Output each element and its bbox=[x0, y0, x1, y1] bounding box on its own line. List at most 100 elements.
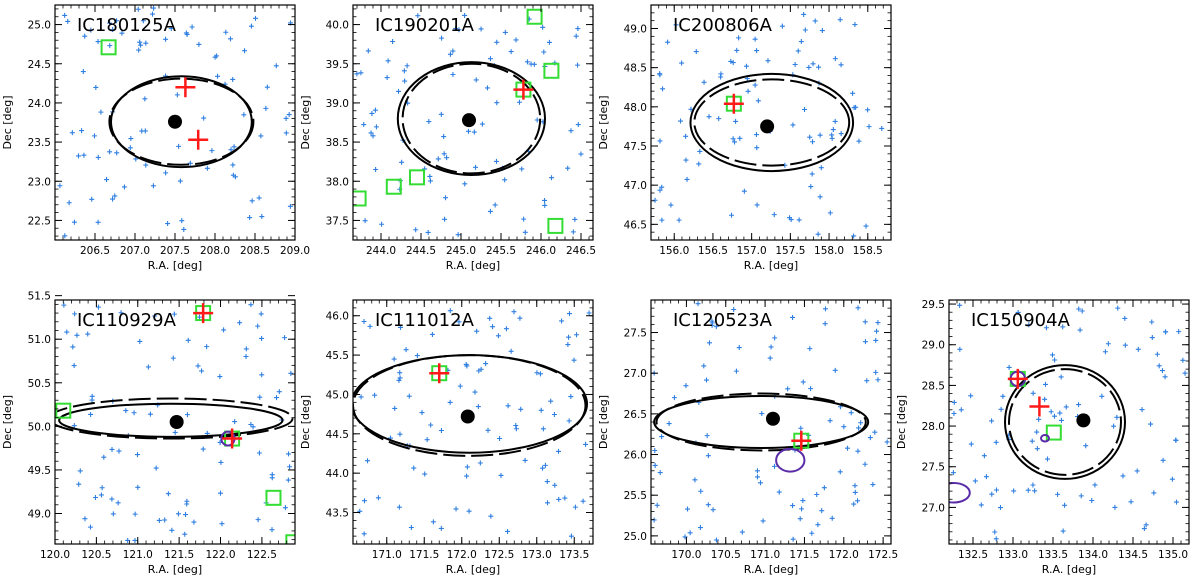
background-source bbox=[1077, 327, 1083, 333]
background-source bbox=[565, 165, 571, 171]
green-square-marker bbox=[55, 402, 72, 419]
y-tick-label: 25.0 bbox=[28, 20, 51, 32]
background-source bbox=[402, 78, 408, 84]
background-source bbox=[200, 446, 206, 452]
error-ellipse-solid bbox=[353, 354, 588, 454]
panel-title: IC200806A bbox=[673, 15, 773, 36]
background-source bbox=[1180, 357, 1186, 363]
background-source bbox=[832, 367, 838, 373]
background-source bbox=[282, 335, 288, 341]
background-source bbox=[72, 311, 78, 317]
background-source bbox=[822, 321, 828, 327]
background-source bbox=[853, 104, 859, 110]
background-source bbox=[142, 96, 148, 102]
background-source bbox=[66, 200, 72, 206]
background-source bbox=[873, 369, 879, 375]
y-axis-label: Dec [deg] bbox=[895, 395, 908, 449]
y-tick-label: 51.5 bbox=[28, 291, 51, 303]
background-source bbox=[497, 436, 503, 442]
background-source bbox=[219, 521, 225, 527]
green-square-marker bbox=[526, 8, 543, 25]
error-ellipse-solid bbox=[1004, 364, 1126, 480]
background-source bbox=[799, 506, 805, 512]
background-source bbox=[430, 519, 436, 525]
background-source bbox=[1042, 396, 1048, 402]
background-source bbox=[201, 115, 207, 121]
background-source bbox=[731, 307, 737, 313]
background-source bbox=[116, 448, 122, 454]
background-source bbox=[118, 310, 124, 316]
background-source bbox=[70, 344, 76, 350]
background-source bbox=[815, 231, 821, 237]
background-source bbox=[812, 18, 818, 24]
x-axis-label: R.A. [deg] bbox=[148, 259, 202, 272]
background-source bbox=[718, 71, 724, 77]
background-source bbox=[110, 27, 116, 33]
background-source bbox=[128, 136, 134, 142]
best-fit-position bbox=[760, 119, 775, 134]
background-source bbox=[438, 525, 444, 531]
purple-ellipse-marker bbox=[775, 447, 806, 473]
red-cross-marker bbox=[791, 430, 812, 451]
x-tick-label: 171.5 bbox=[409, 549, 439, 561]
background-source bbox=[473, 77, 479, 83]
background-source bbox=[473, 164, 479, 170]
green-square-marker bbox=[1045, 424, 1062, 441]
background-source bbox=[765, 58, 771, 64]
background-source bbox=[140, 18, 146, 24]
y-axis-label: Dec [deg] bbox=[597, 395, 610, 449]
background-source bbox=[135, 6, 141, 12]
error-ellipse-dashed bbox=[1008, 368, 1122, 476]
panel-IC110929A: IC110929A 120.0 120.5 121.0 121.5 122.0 122.5 4… bbox=[1, 291, 296, 576]
background-source bbox=[283, 115, 289, 121]
background-source bbox=[69, 130, 75, 136]
background-source bbox=[176, 143, 182, 149]
background-source bbox=[361, 122, 367, 128]
background-source bbox=[286, 451, 292, 457]
background-source bbox=[1176, 329, 1182, 335]
y-tick-label: 27.0 bbox=[922, 502, 945, 514]
background-source bbox=[398, 324, 404, 330]
background-source bbox=[540, 465, 546, 471]
background-source bbox=[809, 530, 815, 536]
background-source bbox=[478, 26, 484, 32]
background-source bbox=[709, 318, 715, 324]
background-source bbox=[189, 24, 195, 30]
background-source bbox=[866, 124, 872, 130]
background-source bbox=[1044, 456, 1050, 462]
error-ellipse-solid bbox=[653, 394, 870, 450]
background-source bbox=[832, 56, 838, 62]
purple-ellipse-marker bbox=[949, 482, 971, 504]
red-cross-marker bbox=[513, 79, 534, 100]
background-source bbox=[968, 441, 974, 447]
background-source bbox=[256, 195, 262, 201]
background-source bbox=[806, 64, 812, 70]
background-source bbox=[981, 453, 987, 459]
x-tick-label: 172.0 bbox=[829, 549, 859, 561]
background-source bbox=[518, 406, 524, 412]
background-source bbox=[390, 39, 396, 45]
background-source bbox=[62, 233, 68, 239]
green-square-marker bbox=[100, 39, 117, 56]
background-source bbox=[808, 184, 814, 190]
background-source bbox=[583, 441, 589, 447]
background-source bbox=[109, 496, 115, 502]
background-source bbox=[114, 150, 120, 156]
background-source bbox=[815, 522, 821, 528]
background-source bbox=[95, 39, 101, 45]
background-source bbox=[685, 506, 691, 512]
background-source bbox=[1149, 319, 1155, 325]
background-source bbox=[57, 183, 63, 189]
panel-IC190201A: IC190201A 244.0 244.5 245.0 245.5 246.0 246.5 3… bbox=[299, 4, 596, 272]
background-source bbox=[487, 56, 493, 62]
background-source bbox=[1163, 329, 1169, 335]
background-source bbox=[852, 483, 858, 489]
background-source bbox=[447, 399, 453, 405]
background-source bbox=[493, 158, 499, 164]
background-source bbox=[476, 368, 482, 374]
background-source bbox=[121, 184, 127, 190]
background-source bbox=[107, 149, 113, 155]
background-source bbox=[502, 177, 508, 183]
background-source bbox=[736, 345, 742, 351]
y-tick-label: 48.0 bbox=[624, 102, 647, 114]
